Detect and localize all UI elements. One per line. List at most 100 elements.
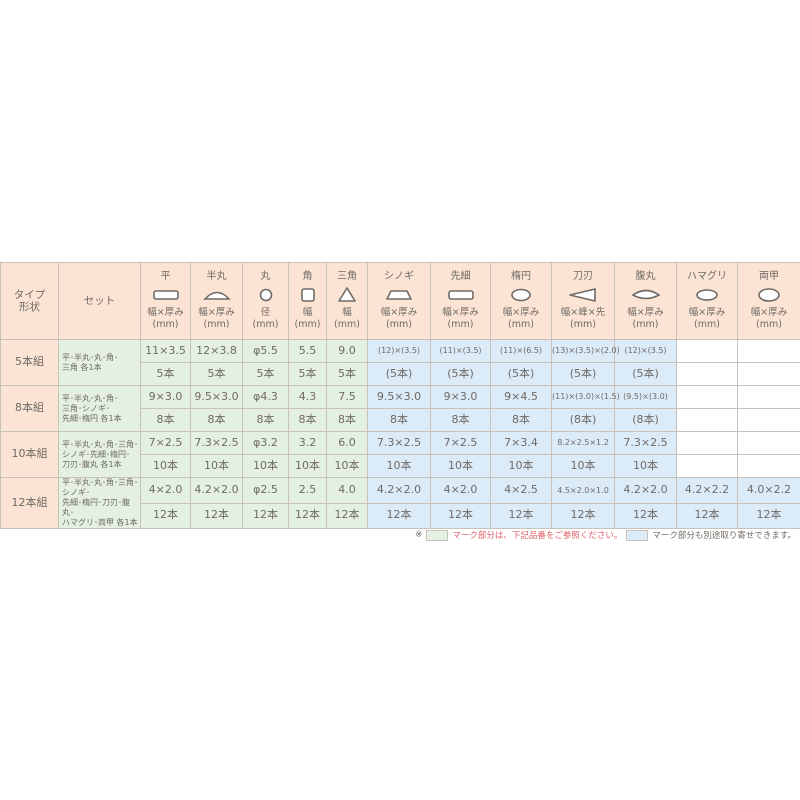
count-cell: 12本 — [430, 502, 491, 529]
shape-header: 平幅×厚み (mm) — [140, 262, 191, 340]
count-cell: 8本 — [490, 408, 552, 432]
table-row: 8本組 平･半丸･丸･角･ 三角･シノギ･ 先細･楕円 各1本 9×3.0 9.5×3… — [0, 385, 800, 432]
shape-header: 刀刃 幅×峰×先 (mm) — [551, 262, 615, 340]
unit-mm: (mm) — [447, 319, 474, 331]
table-row: 5本 5本 5本 5本 5本 (5本) (5本) (5本) (5本) (5本) — [1, 362, 800, 386]
size-cell: (11)×(3.5) — [430, 339, 491, 363]
count-cell: 12本 — [367, 502, 431, 529]
count-cell: 8本 — [242, 408, 289, 432]
unit-mm: (mm) — [694, 319, 720, 331]
size-cell — [676, 431, 738, 455]
size-cell: 4.2×2.2 — [676, 477, 738, 504]
shape-name: シノギ — [384, 270, 414, 282]
size-cell: 3.2 — [288, 431, 327, 455]
shape-header: 三角幅 (mm) — [326, 262, 368, 340]
shape-header: 丸径 (mm) — [242, 262, 289, 340]
size-cell — [737, 431, 800, 455]
unit-mm: (mm) — [570, 319, 596, 331]
count-cell: 8本 — [326, 408, 368, 432]
shape-name: 両甲 — [759, 270, 779, 282]
note-green-text: マーク部分は、下記品番をご参照ください。 — [452, 531, 623, 541]
shape-header: 半丸 幅×厚み (mm) — [190, 262, 243, 340]
unit-label: 幅×厚み — [380, 307, 418, 319]
square-icon — [289, 286, 326, 304]
unit-label: 幅×厚み — [688, 307, 726, 319]
note-mark: ※ — [415, 530, 423, 540]
count-cell: (5本) — [490, 362, 552, 386]
size-cell: 9×4.5 — [490, 385, 552, 409]
shape-header: 先細幅×厚み (mm) — [430, 262, 491, 340]
unit-mm: (mm) — [632, 319, 659, 331]
count-cell: 10本 — [190, 454, 243, 478]
count-cell: 12本 — [490, 502, 552, 529]
count-cell: 12本 — [288, 502, 327, 529]
size-cell: 5.5 — [288, 339, 327, 363]
count-cell: (8本) — [551, 408, 615, 432]
unit-label: 幅×厚み — [442, 307, 479, 319]
count-cell: 5本 — [140, 362, 191, 386]
size-cell: (13)×(3.5)×(2.0) — [551, 339, 620, 363]
size-cell: φ4.3 — [242, 385, 289, 409]
unit-label: 幅×峰×先 — [560, 307, 606, 319]
size-cell: 9.0 — [326, 339, 368, 363]
set-contents-cell: 平･半丸･丸･角･三角･ シノギ･先細･楕円･ 刀刃･腹丸 各1本 — [58, 431, 141, 478]
unit-label: 幅 — [342, 307, 352, 319]
tapered-rect-icon — [431, 286, 490, 304]
size-cell: 4×2.0 — [140, 477, 191, 504]
count-cell: 12本 — [614, 502, 677, 529]
unit-label: 幅×厚み — [750, 307, 788, 319]
unit-mm: (mm) — [294, 319, 321, 331]
count-cell — [737, 408, 800, 432]
shape-name: 楕円 — [511, 270, 531, 282]
count-cell: (5本) — [551, 362, 615, 386]
set-type-cell: 10本組 — [0, 431, 59, 478]
size-cell: 7.3×2.5 — [190, 431, 243, 455]
clam-icon — [677, 286, 737, 304]
trapezoid-icon — [368, 286, 430, 304]
size-cell: 12×3.8 — [190, 339, 243, 363]
size-cell: (9.5)×(3.0) — [614, 385, 677, 409]
set-type-cell: 8本組 — [0, 385, 59, 432]
count-cell: 12本 — [242, 502, 289, 529]
shape-header: 両甲 幅×厚み (mm) — [737, 262, 800, 340]
count-cell — [676, 408, 738, 432]
set-contents-cell: 平･半丸･丸･角･ 三角 各1本 — [58, 339, 141, 386]
count-cell: 12本 — [140, 502, 191, 529]
count-cell: 10本 — [367, 454, 431, 478]
count-cell — [676, 454, 738, 478]
count-cell: 8本 — [140, 408, 191, 432]
set-type-cell: 12本組 — [0, 477, 59, 529]
size-cell: 7.3×2.5 — [614, 431, 677, 455]
shape-header: シノギ 幅×厚み (mm) — [367, 262, 431, 340]
shape-name: 丸 — [260, 270, 271, 282]
set-type-cell: 5本組 — [0, 339, 59, 386]
file-set-spec-table: タイプ 形状 セット平幅×厚み (mm) 半丸 幅×厚み (mm) 丸径 (mm) 角幅 (mm)… — [0, 262, 800, 529]
count-cell: 5本 — [242, 362, 289, 386]
shape-name: ハマグリ — [687, 270, 727, 282]
shape-name: 先細 — [450, 270, 471, 282]
count-cell: 5本 — [288, 362, 327, 386]
table-row: 5本組 平･半丸･丸･角･ 三角 各1本 11×3.5 12×3.8 φ5.5 5.5 9.… — [0, 339, 800, 386]
header-row: タイプ 形状 セット平幅×厚み (mm) 半丸 幅×厚み (mm) 丸径 (mm) 角幅 (mm)… — [0, 262, 800, 340]
size-cell: φ2.5 — [242, 477, 289, 504]
count-cell — [676, 362, 738, 386]
unit-mm: (mm) — [252, 319, 279, 331]
unit-label: 径 — [260, 307, 271, 319]
size-cell: 4.2×2.0 — [190, 477, 243, 504]
unit-label: 幅 — [302, 307, 313, 319]
count-cell: 10本 — [242, 454, 289, 478]
lens-icon — [615, 286, 676, 304]
table-row: 10本 10本 10本 10本 10本 10本 10本 10本 10本 10本 — [1, 454, 800, 478]
size-cell: 7.3×2.5 — [367, 431, 431, 455]
size-cell: (12)×(3.5) — [367, 339, 431, 363]
table-row: 8本 8本 8本 8本 8本 8本 8本 8本 (8本) (8本) — [1, 408, 800, 432]
count-cell — [737, 362, 800, 386]
count-cell: 12本 — [676, 502, 738, 529]
size-cell: 4.0 — [326, 477, 368, 504]
count-cell: (8本) — [614, 408, 677, 432]
size-cell: 4.3 — [288, 385, 327, 409]
count-cell: 10本 — [430, 454, 491, 478]
count-cell: 12本 — [551, 502, 615, 529]
blue-swatch — [626, 529, 649, 541]
shape-name: 半丸 — [206, 270, 227, 282]
